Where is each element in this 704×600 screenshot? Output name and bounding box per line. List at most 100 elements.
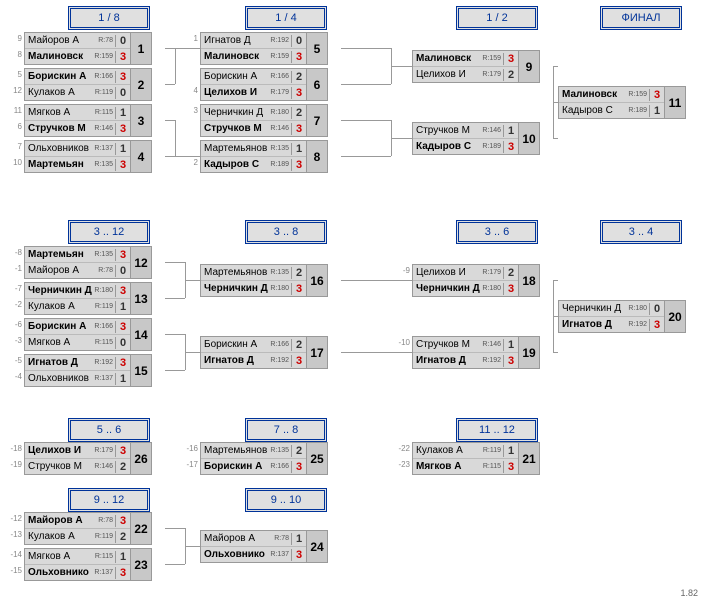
connector-line bbox=[341, 156, 391, 157]
match-number: 18 bbox=[518, 265, 539, 296]
match-number: 19 bbox=[518, 337, 539, 368]
player-rating: R:78 bbox=[98, 267, 115, 274]
connector-line bbox=[165, 334, 185, 335]
match-number: 26 bbox=[130, 443, 151, 474]
stage-header: 1 / 4 bbox=[245, 6, 327, 30]
player-rating: R:192 bbox=[628, 321, 649, 328]
player-score: 0 bbox=[115, 265, 130, 277]
connector-line bbox=[165, 262, 185, 263]
seed: -23 bbox=[396, 460, 410, 469]
player-score: 2 bbox=[503, 69, 518, 81]
player-name: Стручков М bbox=[413, 339, 482, 350]
seed: -17 bbox=[184, 460, 198, 469]
player-rating: R:189 bbox=[482, 143, 503, 150]
match-number: 3 bbox=[130, 105, 151, 136]
connector-line bbox=[553, 102, 554, 138]
seed: 3 bbox=[184, 106, 198, 115]
player-rating: R:137 bbox=[270, 551, 291, 558]
player-score: 1 bbox=[291, 533, 306, 545]
player-rating: R:166 bbox=[270, 341, 291, 348]
seed: 8 bbox=[8, 50, 22, 59]
player-name: Мартемьян bbox=[25, 249, 94, 260]
player-rating: R:192 bbox=[482, 357, 503, 364]
player-name: Ольховнико bbox=[25, 567, 94, 578]
player-rating: R:166 bbox=[270, 73, 291, 80]
player-rating: R:115 bbox=[483, 463, 503, 470]
player-score: 2 bbox=[115, 461, 130, 473]
seed: -4 bbox=[8, 372, 22, 381]
player-score: 2 bbox=[115, 531, 130, 543]
player-rating: R:159 bbox=[270, 53, 291, 60]
connector-line bbox=[391, 48, 392, 66]
match-10: Стручков МR:1461Кадыров СR:189310 bbox=[412, 122, 540, 155]
player-score: 0 bbox=[115, 87, 130, 99]
player-score: 1 bbox=[115, 373, 130, 385]
connector-line bbox=[185, 352, 200, 353]
match-4: ОльховниковR:1371МартемьянR:13534 bbox=[24, 140, 152, 173]
player-score: 3 bbox=[115, 515, 130, 527]
stage-header: ФИНАЛ bbox=[600, 6, 682, 30]
player-name: Кадыров С bbox=[201, 159, 270, 170]
match-number: 6 bbox=[306, 69, 327, 100]
seed: -9 bbox=[396, 266, 410, 275]
player-name: Ольховнико bbox=[201, 549, 270, 560]
connector-line bbox=[185, 546, 200, 547]
player-rating: R:146 bbox=[94, 463, 115, 470]
player-rating: R:179 bbox=[482, 71, 503, 78]
seed: 10 bbox=[8, 158, 22, 167]
player-name: Борискин А bbox=[25, 71, 94, 82]
player-name: Борискин А bbox=[25, 321, 94, 332]
match-number: 10 bbox=[518, 123, 539, 154]
player-score: 3 bbox=[503, 53, 518, 65]
match-25: МартемьяновR:1352Борискин АR:166325 bbox=[200, 442, 328, 475]
player-rating: R:192 bbox=[94, 359, 115, 366]
player-name: Кулаков А bbox=[25, 87, 95, 98]
match-number: 16 bbox=[306, 265, 327, 296]
match-9: МалиновскR:1593Целихов ИR:17929 bbox=[412, 50, 540, 83]
connector-line bbox=[185, 528, 186, 546]
match-number: 20 bbox=[664, 301, 685, 332]
connector-line bbox=[175, 120, 176, 156]
player-name: Игнатов Д bbox=[25, 357, 94, 368]
connector-line bbox=[341, 352, 412, 353]
player-rating: R:115 bbox=[95, 109, 115, 116]
player-rating: R:192 bbox=[270, 357, 291, 364]
player-rating: R:137 bbox=[94, 145, 115, 152]
match-18: Целихов ИR:1792Черничкин ДR:180318 bbox=[412, 264, 540, 297]
connector-line bbox=[185, 334, 186, 352]
player-score: 2 bbox=[291, 107, 306, 119]
player-name: Черничкин Д bbox=[201, 283, 270, 294]
player-rating: R:159 bbox=[628, 91, 649, 98]
seed: -8 bbox=[8, 248, 22, 257]
player-name: Малиновск bbox=[559, 89, 628, 100]
seed: -6 bbox=[8, 320, 22, 329]
player-rating: R:166 bbox=[94, 73, 115, 80]
player-name: Черничкин Д bbox=[201, 107, 270, 118]
player-score: 3 bbox=[503, 283, 518, 295]
player-score: 1 bbox=[291, 143, 306, 155]
connector-line bbox=[553, 102, 558, 103]
player-score: 1 bbox=[115, 143, 130, 155]
stage-header: 9 .. 10 bbox=[245, 488, 327, 512]
player-rating: R:135 bbox=[270, 145, 291, 152]
player-name: Кулаков А bbox=[25, 301, 95, 312]
player-name: Мягков А bbox=[25, 337, 95, 348]
player-score: 3 bbox=[291, 461, 306, 473]
player-score: 3 bbox=[115, 249, 130, 261]
seed: -15 bbox=[8, 566, 22, 575]
player-rating: R:179 bbox=[270, 89, 291, 96]
player-name: Стручков М bbox=[413, 125, 482, 136]
player-name: Мартемьянов bbox=[201, 445, 270, 456]
match-number: 8 bbox=[306, 141, 327, 172]
player-score: 2 bbox=[291, 339, 306, 351]
match-number: 23 bbox=[130, 549, 151, 580]
player-name: Ольховников bbox=[25, 143, 94, 154]
player-name: Мартемьянов bbox=[201, 267, 270, 278]
stage-header: 3 .. 4 bbox=[600, 220, 682, 244]
match-16: МартемьяновR:1352Черничкин ДR:180316 bbox=[200, 264, 328, 297]
player-rating: R:137 bbox=[94, 569, 115, 576]
player-name: Черничкин Д bbox=[413, 283, 482, 294]
player-score: 3 bbox=[291, 355, 306, 367]
stage-header: 1 / 8 bbox=[68, 6, 150, 30]
player-name: Кулаков А bbox=[25, 531, 95, 542]
